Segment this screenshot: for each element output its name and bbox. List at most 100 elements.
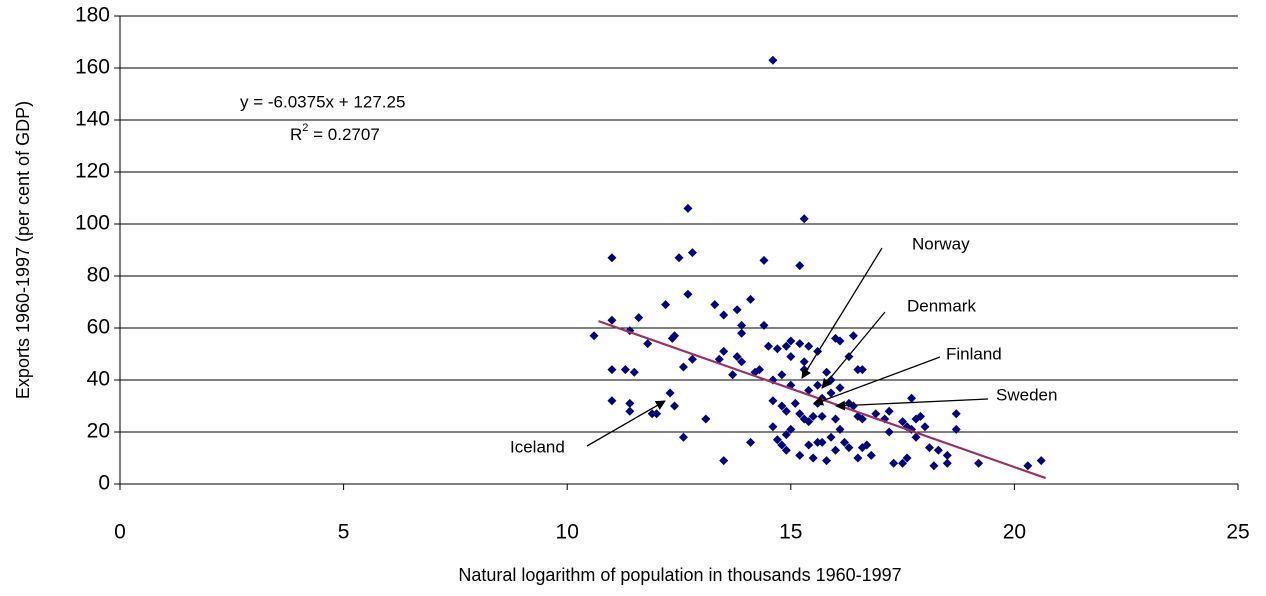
annotation: Iceland	[510, 437, 565, 456]
point	[795, 261, 805, 271]
point	[714, 354, 724, 364]
point	[804, 440, 814, 450]
point	[974, 458, 984, 468]
point	[768, 55, 778, 65]
point	[795, 450, 805, 460]
point	[907, 393, 917, 403]
x-tick-label: 5	[338, 521, 350, 544]
point	[889, 458, 899, 468]
point	[737, 357, 747, 367]
r2-sup: 2	[302, 122, 308, 134]
point	[884, 427, 894, 437]
point	[808, 411, 818, 421]
grid: 0 20 40 60 80 100 120 140 160 180 0 5 10 15 20 25	[75, 4, 1250, 544]
point	[781, 445, 791, 455]
point	[687, 248, 697, 258]
point	[732, 305, 742, 315]
point	[871, 409, 881, 419]
arrow	[813, 356, 941, 406]
annotation: Finland	[946, 344, 1002, 363]
point	[759, 255, 769, 265]
point	[1023, 461, 1033, 471]
annotation-arrows	[586, 247, 989, 447]
y-tick-label: 20	[87, 420, 110, 443]
arrow	[821, 311, 886, 389]
r2-base: R	[290, 125, 302, 144]
x-tick-label: 20	[1003, 521, 1026, 544]
point	[674, 253, 684, 263]
point	[667, 333, 677, 343]
y-tick-label: 160	[75, 56, 110, 79]
point	[942, 458, 952, 468]
point	[822, 456, 832, 466]
point	[719, 346, 729, 356]
point	[822, 367, 832, 377]
point	[804, 417, 814, 427]
point	[768, 396, 778, 406]
y-tick-label: 140	[75, 108, 110, 131]
point	[920, 422, 930, 432]
point	[804, 385, 814, 395]
point	[795, 339, 805, 349]
point	[826, 432, 836, 442]
point	[670, 401, 680, 411]
annotation: Denmark	[907, 296, 976, 315]
r2-rest: = 0.2707	[308, 125, 379, 144]
point	[629, 367, 639, 377]
point	[844, 443, 854, 453]
arrow	[801, 247, 883, 379]
point	[710, 300, 720, 310]
point	[924, 443, 934, 453]
point	[777, 370, 787, 380]
point	[799, 214, 809, 224]
point	[687, 354, 697, 364]
point	[607, 253, 617, 263]
point	[781, 406, 791, 416]
point	[678, 362, 688, 372]
x-axis-label: Natural logarithm of population in thous…	[458, 565, 901, 585]
point	[951, 424, 961, 434]
point	[737, 320, 747, 330]
point	[665, 388, 675, 398]
point	[728, 370, 738, 380]
point	[866, 450, 876, 460]
point	[942, 450, 952, 460]
y-tick-label: 100	[75, 212, 110, 235]
point	[732, 352, 742, 362]
point	[951, 409, 961, 419]
point	[826, 388, 836, 398]
point	[933, 445, 943, 455]
point	[634, 313, 644, 323]
point	[777, 401, 787, 411]
point	[790, 398, 800, 408]
point	[915, 411, 925, 421]
point	[795, 409, 805, 419]
point	[848, 331, 858, 341]
point	[831, 414, 841, 424]
x-tick-label: 25	[1226, 521, 1249, 544]
point	[786, 424, 796, 434]
arrow	[586, 400, 666, 447]
point	[929, 461, 939, 471]
point	[799, 357, 809, 367]
point	[911, 432, 921, 442]
y-tick-label: 60	[87, 316, 110, 339]
point	[737, 328, 747, 338]
point	[804, 341, 814, 351]
point	[786, 352, 796, 362]
point	[808, 453, 818, 463]
point	[884, 406, 894, 416]
y-axis-label: Exports 1960-1997 (per cent of GDP)	[13, 101, 33, 399]
y-tick-label: 120	[75, 160, 110, 183]
y-tick-label: 40	[87, 368, 110, 391]
point	[719, 310, 729, 320]
point	[898, 417, 908, 427]
point	[786, 336, 796, 346]
point	[746, 294, 756, 304]
x-tick-label: 15	[779, 521, 802, 544]
point	[701, 414, 711, 424]
point	[607, 396, 617, 406]
point	[772, 344, 782, 354]
point	[625, 398, 635, 408]
